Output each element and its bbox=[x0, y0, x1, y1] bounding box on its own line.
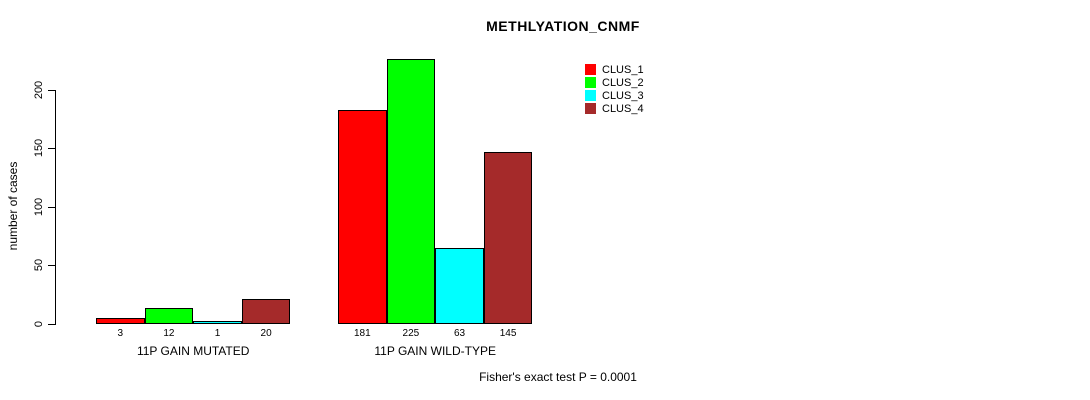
legend-swatch-clus_3 bbox=[585, 90, 596, 101]
legend-label: CLUS_2 bbox=[602, 76, 644, 89]
legend-label: CLUS_3 bbox=[602, 89, 644, 102]
y-axis-tick-label: 150 bbox=[33, 138, 45, 158]
bar-value-label: 12 bbox=[163, 328, 175, 339]
legend-swatch-clus_2 bbox=[585, 77, 596, 88]
y-axis-tick-label: 100 bbox=[33, 197, 45, 216]
bar-value-label: 63 bbox=[453, 328, 466, 339]
legend-label: CLUS_1 bbox=[602, 63, 644, 76]
chart-title: METHLYATION_CNMF bbox=[486, 18, 640, 34]
legend-swatch-clus_1 bbox=[585, 64, 596, 75]
y-axis-tick bbox=[48, 265, 55, 266]
category-label: 11P GAIN WILD-TYPE bbox=[374, 344, 496, 358]
y-axis-tick bbox=[48, 148, 55, 149]
bar-clus_1 bbox=[96, 318, 145, 324]
legend-label: CLUS_4 bbox=[602, 102, 644, 115]
legend-swatch-clus_4 bbox=[585, 103, 596, 114]
y-axis-tick bbox=[48, 89, 55, 91]
bar-clus_2 bbox=[144, 307, 194, 324]
legend: CLUS_1 CLUS_2 CLUS_3 CLUS_4 bbox=[585, 63, 644, 115]
category-label: 11P GAIN MUTATED bbox=[136, 344, 250, 358]
y-axis-tick-label: 0 bbox=[33, 320, 45, 327]
y-axis-label: number of cases bbox=[6, 161, 20, 251]
legend-item: CLUS_4 bbox=[585, 102, 644, 115]
bar-clus_4 bbox=[483, 152, 533, 324]
legend-item: CLUS_3 bbox=[585, 89, 644, 102]
bar-value-label: 145 bbox=[499, 328, 517, 339]
y-axis-line bbox=[55, 89, 56, 325]
bar-value-label: 181 bbox=[353, 328, 371, 339]
bar-clus_4 bbox=[241, 298, 291, 324]
legend-item: CLUS_1 bbox=[585, 63, 644, 76]
y-axis-tick bbox=[48, 206, 55, 208]
bar-value-label: 20 bbox=[260, 328, 272, 339]
bar-value-label: 225 bbox=[402, 328, 420, 339]
legend-item: CLUS_2 bbox=[585, 76, 644, 89]
bar-value-label: 3 bbox=[117, 328, 124, 339]
y-axis-tick bbox=[48, 323, 55, 325]
y-axis-tick-label: 50 bbox=[33, 258, 45, 272]
bar-clus_3 bbox=[193, 320, 242, 324]
bar-clus_2 bbox=[386, 58, 436, 324]
bar-value-label: 1 bbox=[214, 328, 221, 339]
y-axis-tick-label: 200 bbox=[33, 80, 45, 99]
bar-clus_1 bbox=[338, 110, 387, 324]
stat-annotation: Fisher's exact test P = 0.0001 bbox=[479, 370, 637, 384]
bar-clus_3 bbox=[435, 248, 484, 324]
